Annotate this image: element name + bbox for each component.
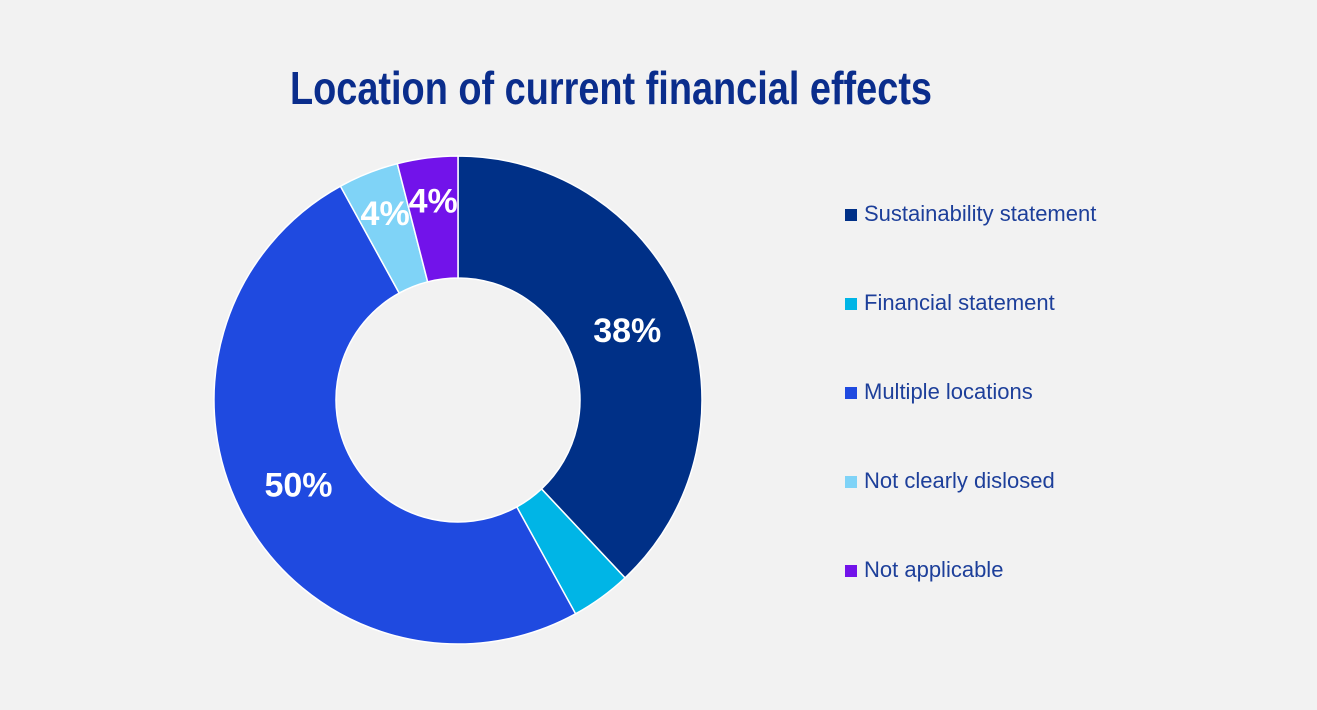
value-label: 4% — [361, 195, 410, 233]
legend-swatch — [845, 298, 857, 310]
chart-title: Location of current financial effects — [290, 62, 932, 114]
legend-label: Not clearly dislosed — [864, 468, 1055, 493]
donut-slice — [213, 185, 577, 645]
legend-label: Financial statement — [864, 290, 1055, 315]
legend-swatch — [845, 387, 857, 399]
legend-swatch — [845, 476, 857, 488]
legend-swatch — [845, 565, 857, 577]
legend-swatch — [845, 209, 857, 221]
value-label: 38% — [593, 312, 661, 350]
value-label: 50% — [264, 467, 332, 505]
donut-slice — [457, 155, 703, 579]
legend-label: Not applicable — [864, 557, 1003, 582]
legend-label: Multiple locations — [864, 379, 1033, 404]
legend-label: Sustainability statement — [864, 201, 1096, 226]
value-label: 4% — [409, 183, 458, 221]
donut-slice — [396, 155, 459, 283]
